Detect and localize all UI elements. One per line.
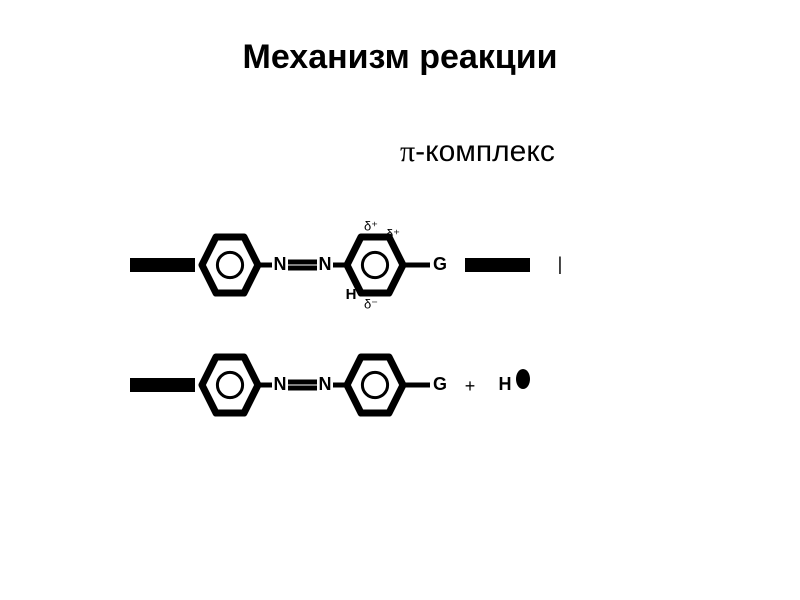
- svg-text:N: N: [274, 254, 287, 274]
- complex-text: -комплекс: [415, 135, 555, 168]
- reaction-diagram: N Nδ⁺ δ⁺ δ⁻ H G | N N G + H: [130, 215, 670, 455]
- svg-text:N: N: [319, 254, 332, 274]
- svg-text:H: H: [346, 286, 357, 303]
- svg-text:δ⁺: δ⁺: [364, 218, 378, 233]
- pi-complex-label: π-комплекс: [400, 135, 555, 169]
- page-title: Механизм реакции: [0, 38, 800, 77]
- svg-text:δ⁺: δ⁺: [386, 226, 400, 241]
- pi-symbol: π: [400, 135, 415, 168]
- svg-text:δ⁻: δ⁻: [364, 296, 378, 311]
- svg-text:N: N: [319, 374, 332, 394]
- svg-text:G: G: [433, 374, 447, 394]
- svg-text:+: +: [465, 376, 476, 396]
- svg-text:N: N: [274, 374, 287, 394]
- svg-text:H: H: [499, 374, 512, 394]
- svg-text:|: |: [558, 254, 563, 274]
- svg-text:G: G: [433, 254, 447, 274]
